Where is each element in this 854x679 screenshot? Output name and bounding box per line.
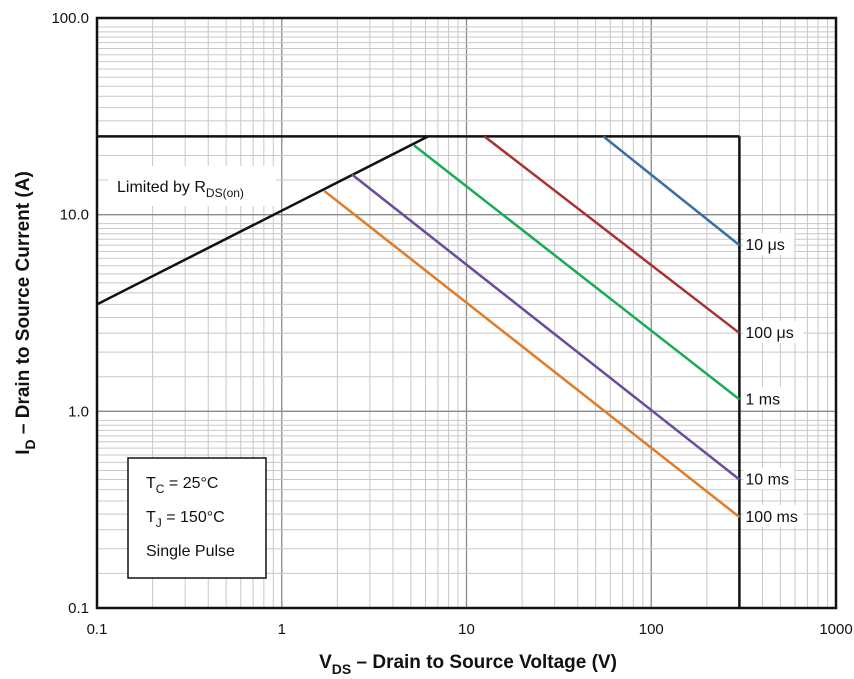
series-labels: 10 μs 100 μs 1 ms 10 ms 100 ms [743,233,804,528]
y-tick-label: 0.1 [68,600,89,617]
series-label-2: 1 ms [745,391,780,408]
x-tick-label: 1000 [819,621,852,638]
x-tick-label: 10 [458,621,475,638]
x-tick-label: 0.1 [87,621,108,638]
tick-labels: 0.1 1 10 100 1000 0.1 1.0 10.0 100.0 [51,10,852,638]
rds-on-label: Limited by RDS(on) [117,179,244,200]
condition-pulse: Single Pulse [146,543,235,560]
series-lines [323,135,741,519]
y-axis-title: ID – Drain to Source Current (A) [13,171,38,455]
series-line-0 [602,135,741,247]
series-line-3 [351,173,741,481]
rds-on-limit-line [96,135,429,306]
series-label-3: 10 ms [745,472,789,489]
series-label-0: 10 μs [745,237,784,254]
series-label-bg-1 [743,321,804,344]
series-line-4 [323,189,741,519]
series-label-4: 100 ms [745,509,797,526]
series-line-1 [483,135,741,335]
plot-frame [95,16,838,610]
series-line-2 [413,144,741,401]
rds-label-bg [108,166,276,206]
x-tick-label: 100 [639,621,664,638]
series-label-bg-0 [743,233,795,256]
series-label-bg-2 [743,387,786,410]
condition-tc: TC = 25°C [146,475,218,496]
series-label-bg-3 [743,467,795,490]
series-label-bg-4 [743,505,804,528]
condition-tj: TJ = 150°C [146,509,225,530]
x-tick-label: 1 [278,621,286,638]
y-tick-label: 10.0 [60,207,89,224]
conditions-box [127,457,267,579]
y-tick-label: 1.0 [68,403,89,420]
x-axis-title: VDS – Drain to Source Voltage (V) [319,652,617,677]
y-tick-label: 100.0 [51,10,89,27]
series-label-1: 100 μs [745,325,793,342]
soa-boundary [96,135,741,608]
